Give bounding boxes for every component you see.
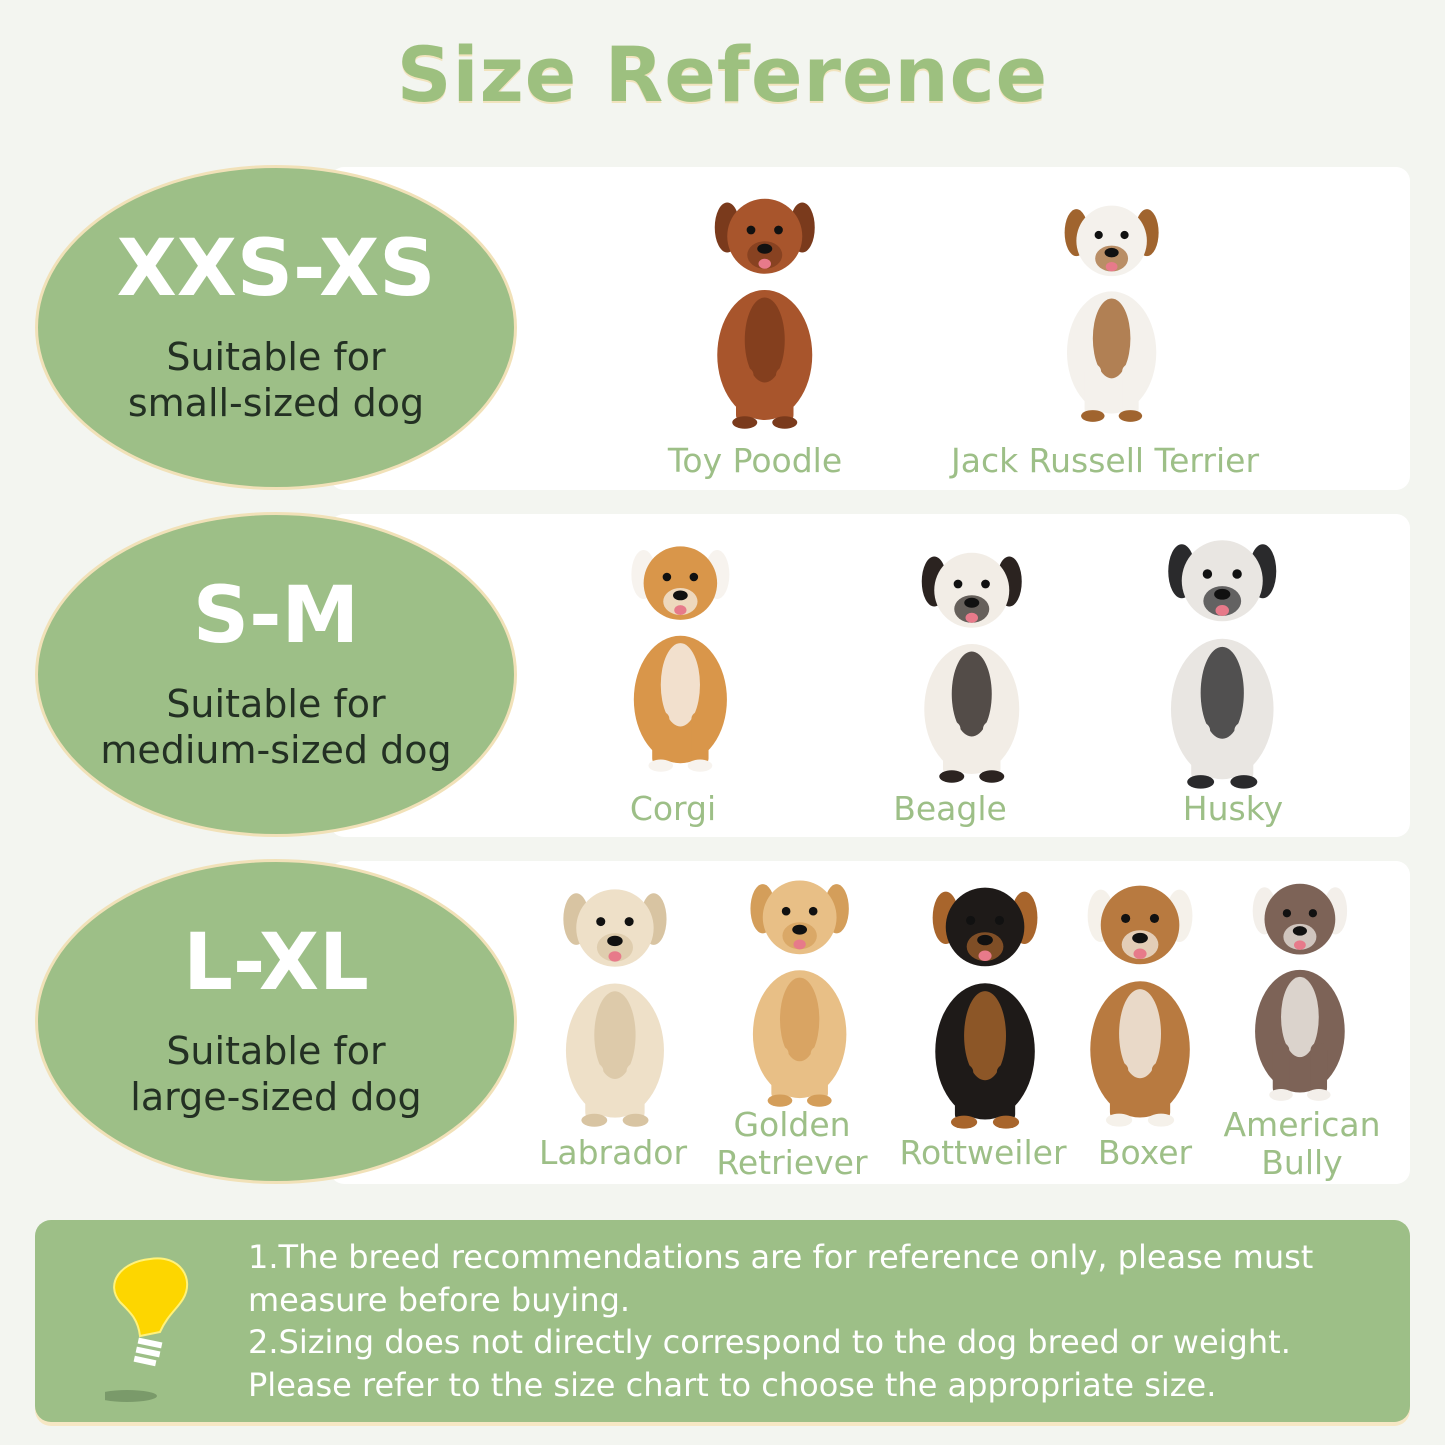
- size-label: L-XL: [183, 917, 369, 1008]
- tips-box: 1.The breed recommendations are for refe…: [35, 1220, 1410, 1422]
- dog-image: [1065, 205, 1159, 422]
- size-label: XXS-XS: [116, 223, 436, 314]
- dog-image: [1252, 883, 1348, 1101]
- lightbulb-icon: [105, 1257, 189, 1402]
- dog-image: [750, 880, 850, 1107]
- dog-image: [1087, 885, 1193, 1127]
- size-description: Suitable for large-sized dog: [130, 1028, 422, 1119]
- breed-label: Husky: [1182, 789, 1284, 828]
- size-badge-l-xl: L-XL Suitable for large-sized dog: [35, 859, 517, 1184]
- breed-label: Jack Russell Terrier: [950, 441, 1260, 480]
- breed-label: Beagle: [893, 789, 1007, 828]
- size-badge-xxs-xs: XXS-XS Suitable for small-sized dog: [35, 165, 517, 490]
- breed-label: Corgi: [629, 789, 717, 828]
- tips-text: 1.The breed recommendations are for refe…: [248, 1238, 1314, 1404]
- dog-image: [631, 546, 729, 772]
- size-label: S-M: [192, 570, 360, 661]
- dog-image: [1168, 540, 1276, 789]
- breed-label: Boxer: [1097, 1133, 1193, 1172]
- dog-image: [932, 887, 1038, 1129]
- breed-label: Rottweiler: [899, 1133, 1067, 1172]
- breed-label: Toy Poodle: [667, 441, 843, 480]
- page-title: Size Reference: [396, 30, 1049, 119]
- breed-label: Labrador: [538, 1133, 688, 1172]
- breed-label: Golden Retriever: [716, 1105, 868, 1182]
- breed-label: American Bully: [1223, 1105, 1381, 1182]
- size-description: Suitable for small-sized dog: [127, 334, 425, 425]
- size-badge-s-m: S-M Suitable for medium-sized dog: [35, 512, 517, 837]
- dog-image: [563, 889, 667, 1127]
- dog-image: [922, 552, 1022, 783]
- dog-image: [715, 198, 815, 429]
- size-description: Suitable for medium-sized dog: [100, 681, 452, 772]
